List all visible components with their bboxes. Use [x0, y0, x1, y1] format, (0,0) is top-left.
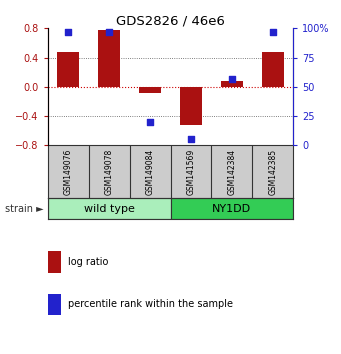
- Bar: [139, 87, 161, 92]
- Bar: [48, 198, 170, 219]
- Point: [106, 29, 112, 35]
- Text: GSM149084: GSM149084: [146, 149, 154, 195]
- Point: [65, 29, 71, 35]
- Bar: [57, 52, 79, 87]
- Title: GDS2826 / 46e6: GDS2826 / 46e6: [116, 14, 225, 27]
- Text: GSM149076: GSM149076: [64, 148, 73, 195]
- Point: [229, 76, 235, 81]
- Text: wild type: wild type: [84, 204, 135, 214]
- Bar: [98, 30, 120, 87]
- Text: log ratio: log ratio: [68, 257, 108, 267]
- Bar: [180, 87, 202, 125]
- Point: [147, 119, 153, 125]
- Text: GSM142384: GSM142384: [227, 149, 236, 195]
- Text: strain ►: strain ►: [5, 204, 44, 214]
- Bar: [170, 198, 293, 219]
- Bar: [262, 52, 284, 87]
- Point: [188, 136, 194, 142]
- Text: GSM141569: GSM141569: [187, 149, 195, 195]
- Text: percentile rank within the sample: percentile rank within the sample: [68, 299, 233, 309]
- Bar: [221, 81, 243, 87]
- Text: GSM149078: GSM149078: [105, 149, 114, 195]
- Text: GSM142385: GSM142385: [268, 149, 277, 195]
- Text: NY1DD: NY1DD: [212, 204, 251, 214]
- Point: [270, 29, 276, 35]
